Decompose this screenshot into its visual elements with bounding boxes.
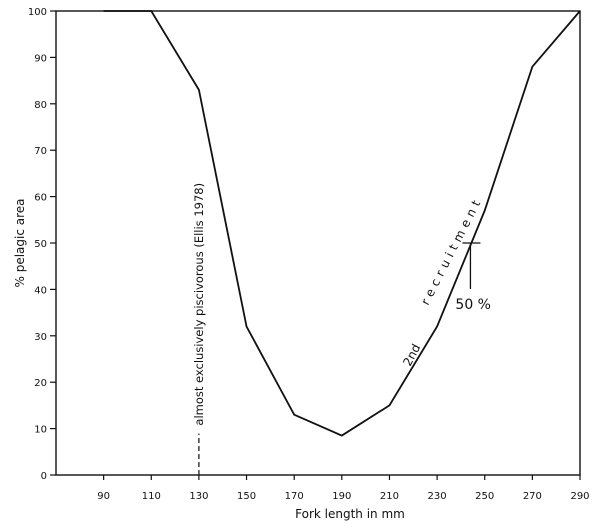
- y-tick-label: 20: [34, 378, 47, 389]
- fifty-percent-label: 50 %: [455, 297, 491, 313]
- y-tick-label: 40: [34, 285, 47, 296]
- x-tick-label: 130: [189, 491, 208, 502]
- x-tick-label: 250: [475, 491, 494, 502]
- x-tick-label: 90: [97, 491, 110, 502]
- y-tick-label: 80: [34, 100, 47, 111]
- y-tick-label: 70: [34, 146, 47, 157]
- x-tick-label: 230: [428, 491, 447, 502]
- series-line: [104, 11, 580, 436]
- plot-frame: [56, 11, 580, 475]
- y-tick-label: 60: [34, 193, 47, 204]
- y-tick-label: 100: [28, 7, 47, 18]
- x-tick-label: 190: [332, 491, 351, 502]
- x-tick-label: 210: [380, 491, 399, 502]
- x-tick-label: 150: [237, 491, 256, 502]
- x-tick-label: 270: [523, 491, 542, 502]
- y-tick-label: 50: [34, 239, 47, 250]
- x-tick-label: 290: [570, 491, 589, 502]
- piscivorous-label: almost exclusively piscivorous (Ellis 19…: [192, 183, 206, 426]
- annotations: almost exclusively piscivorous (Ellis 19…: [192, 183, 491, 475]
- y-axis-label: % pelagic area: [13, 198, 27, 287]
- y-tick-label: 0: [41, 471, 47, 482]
- y-tick-label: 90: [34, 53, 47, 64]
- axes: [56, 11, 580, 475]
- ticks: 90 110 130 150 170 190 210 230 250 270 290 0 10 20 30 4…: [28, 7, 590, 502]
- x-tick-label: 170: [285, 491, 304, 502]
- y-tick-label: 30: [34, 332, 47, 343]
- y-tick-label: 10: [34, 425, 47, 436]
- x-tick-label: 110: [142, 491, 161, 502]
- x-axis-label: Fork length in mm: [295, 507, 405, 521]
- series: [104, 11, 581, 436]
